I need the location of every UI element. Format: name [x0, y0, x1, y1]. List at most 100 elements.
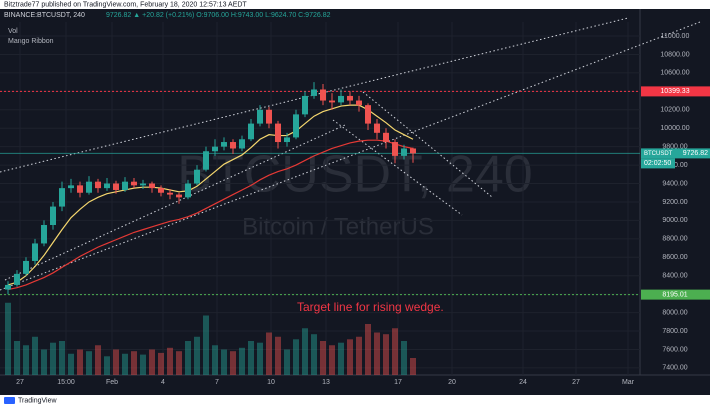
volume-bar	[239, 347, 245, 375]
candle-body	[185, 183, 191, 198]
candle-body	[392, 142, 398, 156]
candle-body	[338, 95, 344, 103]
candle-body	[248, 123, 254, 140]
volume-bar	[167, 347, 173, 375]
volume-bar	[401, 341, 407, 375]
y-tick-label: 8800.00	[662, 236, 687, 243]
candle-body	[176, 194, 182, 198]
y-tick-label: 8600.00	[662, 254, 687, 261]
price-tag	[641, 289, 710, 300]
volume-bar	[95, 345, 101, 375]
candle-body	[356, 100, 362, 106]
candle-body	[167, 192, 173, 195]
candle-body	[266, 109, 272, 124]
y-tick-label: 8400.00	[662, 273, 687, 280]
candle-body	[5, 284, 11, 290]
indicator-label: Mango Ribbon	[8, 38, 54, 45]
countdown-tag	[641, 158, 675, 169]
candle-body	[122, 181, 128, 190]
volume-bar	[293, 339, 299, 375]
volume-bar	[329, 345, 335, 375]
brand: TradingView	[18, 397, 57, 404]
candle-body	[86, 181, 92, 193]
volume-bar	[59, 341, 65, 375]
countdown: 02:02:50	[644, 160, 671, 167]
candle-body	[221, 142, 227, 147]
volume-bar	[185, 341, 191, 375]
candle-body	[41, 225, 47, 244]
volume-bar	[347, 339, 353, 375]
y-tick-label: 9000.00	[662, 217, 687, 224]
volume-bar	[50, 342, 56, 375]
y-tick-label: 9400.00	[662, 180, 687, 187]
x-tick-label: 13	[322, 379, 330, 386]
x-tick-label: 27	[16, 379, 24, 386]
volume-bar	[320, 341, 326, 375]
volume-bar	[32, 336, 38, 375]
volume-bar	[176, 351, 182, 375]
volume-bar	[203, 315, 209, 375]
x-tick-label: 7	[215, 379, 219, 386]
y-tick-label: 7800.00	[662, 328, 687, 335]
ribbon-line	[7, 104, 414, 286]
candle-body	[131, 181, 137, 186]
candle-body	[77, 185, 83, 193]
volume-bar	[338, 342, 344, 375]
y-tick-label: 10000.00	[660, 125, 689, 132]
x-tick-label: 27	[572, 379, 580, 386]
candle-body	[293, 114, 299, 138]
candle-body	[365, 105, 371, 124]
symbol-tag: BTCUSDT	[644, 151, 673, 157]
candle-body	[113, 183, 119, 190]
volume-bar	[302, 328, 308, 375]
y-tick-label: 9200.00	[662, 199, 687, 206]
price-tag-label: 8195.01	[662, 291, 687, 298]
candle-body	[329, 100, 335, 103]
volume-bar	[14, 341, 20, 375]
trendlines	[0, 17, 701, 291]
volume-bar	[284, 349, 290, 375]
brand-logo	[4, 397, 15, 404]
x-tick-label: 24	[519, 379, 527, 386]
y-tick-label: 7600.00	[662, 346, 687, 353]
x-tick-label: Mar	[622, 379, 635, 386]
candle-body	[32, 243, 38, 261]
x-tick-label: 17	[394, 379, 402, 386]
candle-body	[50, 206, 56, 226]
volume-bar	[86, 351, 92, 375]
candle-body	[257, 109, 263, 124]
volume-bar	[356, 336, 362, 375]
volume-bar	[374, 332, 380, 375]
candle-body	[158, 188, 164, 193]
candle-body	[212, 146, 218, 152]
volume-bar	[383, 334, 389, 375]
volume-bar	[311, 334, 317, 375]
candle-body	[401, 148, 407, 156]
symbol-line: BINANCE:BTCUSDT, 240	[4, 12, 85, 19]
y-tick-label: 11000.00	[661, 33, 690, 40]
candle-body	[14, 273, 20, 285]
watermark-sub: Bitcoin / TetherUS	[242, 213, 434, 240]
volume-bar	[149, 349, 155, 375]
volume-bar	[104, 356, 110, 375]
volume-bar	[365, 324, 371, 375]
volume-bar	[140, 354, 146, 375]
volume-bar	[230, 351, 236, 375]
volume-bar	[266, 332, 272, 375]
volume-bar	[392, 328, 398, 375]
volume-bar	[131, 351, 137, 375]
candle-body	[239, 139, 245, 149]
candle-body	[203, 151, 209, 170]
volume-bar	[221, 349, 227, 375]
x-tick-label: Feb	[106, 379, 118, 386]
y-tick-label: 7400.00	[662, 365, 687, 372]
y-tick-label: 10200.00	[660, 107, 689, 114]
candle-body	[23, 260, 29, 274]
volume-bar	[113, 349, 119, 375]
indicator-label: Vol	[8, 28, 18, 35]
volume-bar	[68, 353, 74, 375]
candle-body	[104, 183, 110, 189]
price-tag-label: 10399.33	[660, 88, 689, 95]
